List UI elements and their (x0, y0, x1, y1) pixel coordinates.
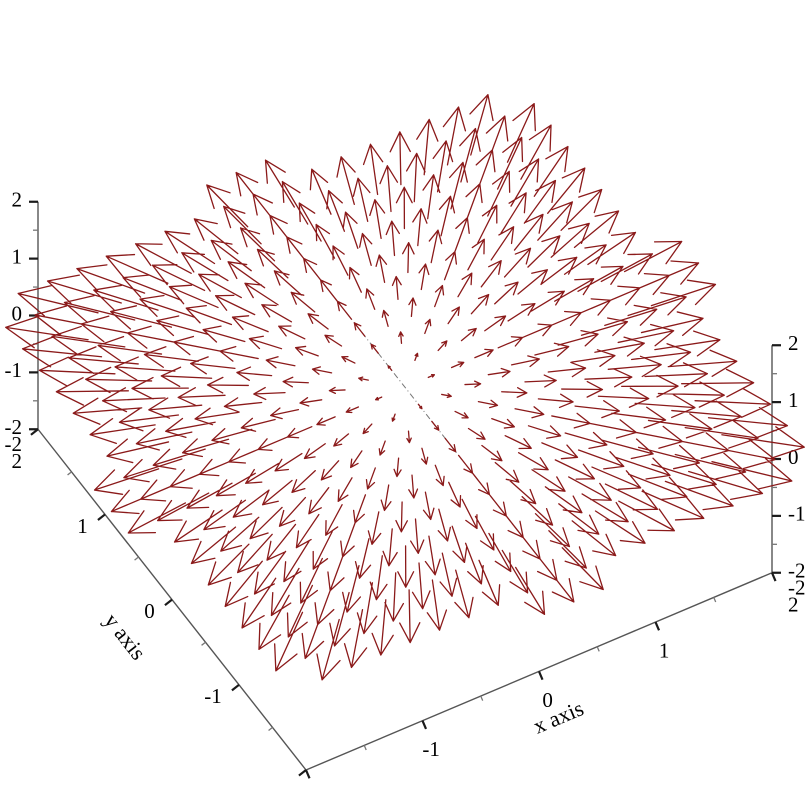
svg-text:-1: -1 (204, 684, 222, 708)
svg-text:-1: -1 (5, 358, 23, 382)
svg-text:0: 0 (144, 599, 155, 623)
svg-text:2: 2 (12, 188, 23, 212)
svg-text:2: 2 (788, 593, 799, 617)
svg-text:1: 1 (788, 388, 799, 412)
svg-text:2: 2 (12, 449, 23, 473)
svg-text:0: 0 (788, 445, 799, 469)
svg-text:1: 1 (12, 244, 23, 268)
svg-text:1: 1 (659, 639, 670, 663)
svg-text:0: 0 (12, 301, 23, 325)
svg-text:1: 1 (77, 514, 88, 538)
svg-text:2: 2 (788, 331, 799, 355)
svg-text:-1: -1 (788, 502, 806, 526)
svg-text:-1: -1 (422, 737, 440, 761)
